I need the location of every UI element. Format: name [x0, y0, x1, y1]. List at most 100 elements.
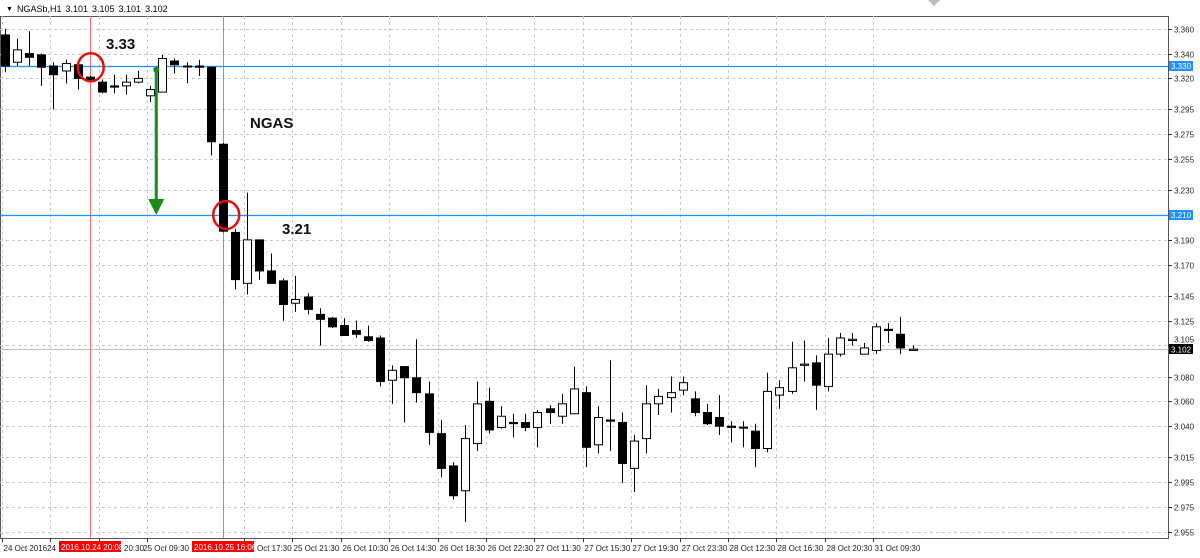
x-tick-label: 26 Oct 18:30: [440, 544, 486, 553]
x-tick-label: 26 Oct 22:30: [488, 544, 534, 553]
candle-bullish: [860, 347, 869, 355]
bid-label-bg: [1169, 344, 1193, 354]
candle-bullish: [654, 395, 663, 405]
highlight-circle: [211, 199, 241, 231]
scroll-marker-icon[interactable]: [928, 0, 940, 6]
x-tick-label: 27 Oct 15:30: [585, 544, 631, 553]
candle-bearish: [703, 412, 712, 425]
candle-bearish: [304, 296, 313, 310]
x-tick-label: 28 Oct 16:30: [778, 544, 824, 553]
candle-bullish: [158, 58, 167, 93]
symbol-label: NGASb,H1: [16, 4, 62, 14]
candle-bullish: [848, 338, 857, 341]
candle-bearish: [884, 328, 893, 332]
candle-bullish: [558, 403, 567, 417]
y-tick-label: 3.340: [1174, 51, 1195, 60]
candle-bullish: [836, 337, 845, 355]
y-tick-label: 3.125: [1174, 318, 1195, 327]
candle-bearish: [546, 408, 555, 414]
candle-bearish: [691, 398, 700, 414]
candle-bearish: [231, 231, 240, 281]
candle-bearish: [437, 433, 446, 469]
x-tick-label: 24 Oct 2016: [4, 544, 48, 553]
candle-bearish: [255, 239, 264, 272]
y-tick-label: 3.015: [1174, 454, 1195, 463]
candle-bearish: [364, 336, 373, 341]
y-tick-label: 3.190: [1174, 237, 1195, 246]
highlight-circle: [76, 51, 105, 83]
candle-bearish: [715, 416, 724, 427]
candle-bullish: [909, 348, 918, 351]
x-tick-label: 25 Oct 09:30: [143, 544, 189, 553]
y-tick-label: 3.060: [1174, 398, 1195, 407]
y-tick-label: 3.255: [1174, 156, 1195, 165]
candle-bearish: [279, 280, 288, 305]
candle-bearish: [376, 337, 385, 382]
chart-header: ▼ NGASb,H1 3.101 3.105 3.101 3.102: [6, 4, 168, 14]
candle-bullish: [824, 353, 833, 387]
arrow-down-icon: [148, 199, 165, 216]
candle-bearish: [425, 393, 434, 433]
x-tick-label: 25 Oct 21:30: [294, 544, 340, 553]
candle-bullish: [667, 392, 676, 399]
candle-bearish: [86, 76, 95, 81]
candle-bearish: [25, 53, 34, 58]
candle-bearish: [896, 333, 905, 349]
y-tick-label: 3.145: [1174, 293, 1195, 302]
horizontal-line-price-label: 3.330: [1171, 62, 1192, 71]
triangle-down-icon[interactable]: ▼: [6, 5, 13, 13]
candle-bearish: [400, 366, 409, 379]
arrow-start-dot: [153, 66, 160, 73]
horizontal-line-price-label: 3.210: [1171, 211, 1192, 220]
time-label-bg: [59, 541, 121, 552]
y-tick-label: 3.105: [1174, 336, 1195, 345]
x-tick-label: 28 Oct 12:30: [730, 544, 776, 553]
y-tick-label: 3.080: [1174, 374, 1195, 383]
candle-bullish: [570, 388, 579, 415]
annotation-low-price: 3.21: [282, 221, 312, 238]
annotation-high-price: 3.33: [106, 36, 136, 53]
x-tick-label: Oct 17:30: [257, 544, 292, 553]
candle-bullish: [630, 440, 639, 469]
candle-bullish: [62, 63, 71, 72]
candle-bearish: [98, 81, 107, 93]
candle-bearish: [207, 66, 216, 143]
candle-bullish: [134, 77, 143, 83]
candle-bullish: [642, 403, 651, 440]
candle-bearish: [170, 60, 179, 66]
candle-bearish: [1, 34, 10, 67]
candle-bearish: [37, 54, 46, 68]
close-value: 3.102: [145, 4, 168, 14]
x-tick-label: 27 Oct 23:30: [682, 544, 728, 553]
vertical-line-time-label: 2016.10.25 16:06: [194, 543, 257, 552]
price-label-bg: [1169, 61, 1193, 71]
low-value: 3.101: [118, 4, 142, 14]
candle-bullish: [775, 387, 784, 396]
y-tick-label: 2.975: [1174, 504, 1195, 513]
candle-bearish: [606, 419, 615, 422]
candle-bullish: [461, 438, 470, 492]
candle-bullish: [243, 239, 252, 284]
y-tick-label: 3.230: [1174, 187, 1195, 196]
candle-bullish: [122, 81, 131, 87]
x-tick-label: 31 Oct 09:30: [875, 544, 921, 553]
candle-bearish: [812, 362, 821, 386]
candle-bullish: [388, 369, 397, 381]
candle-bearish: [49, 65, 58, 76]
open-value: 3.101: [65, 4, 88, 14]
annotation-title: NGAS: [250, 115, 294, 132]
candle-bearish: [328, 317, 337, 328]
candle-bearish: [219, 143, 228, 232]
candle-bearish: [485, 400, 494, 431]
high-value: 3.105: [92, 4, 115, 14]
candle-bearish: [509, 421, 518, 425]
y-tick-label: 3.320: [1174, 75, 1195, 84]
candle-bearish: [521, 421, 530, 428]
y-tick-label: 3.275: [1174, 131, 1195, 140]
candle-bearish: [618, 421, 627, 464]
y-tick-label: 2.955: [1174, 529, 1195, 538]
candle-bullish: [497, 415, 506, 428]
vertical-line-time-label: 2016.10.24 20:08: [61, 543, 124, 552]
x-tick-label: 26 Oct 14:30: [391, 544, 437, 553]
